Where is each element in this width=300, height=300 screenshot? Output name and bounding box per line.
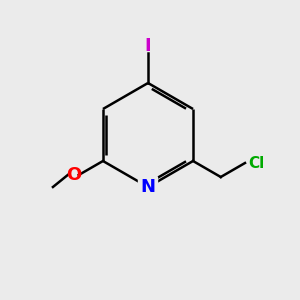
Text: I: I <box>145 37 151 55</box>
Text: O: O <box>66 166 81 184</box>
Text: Cl: Cl <box>248 155 264 170</box>
Text: N: N <box>140 178 155 196</box>
